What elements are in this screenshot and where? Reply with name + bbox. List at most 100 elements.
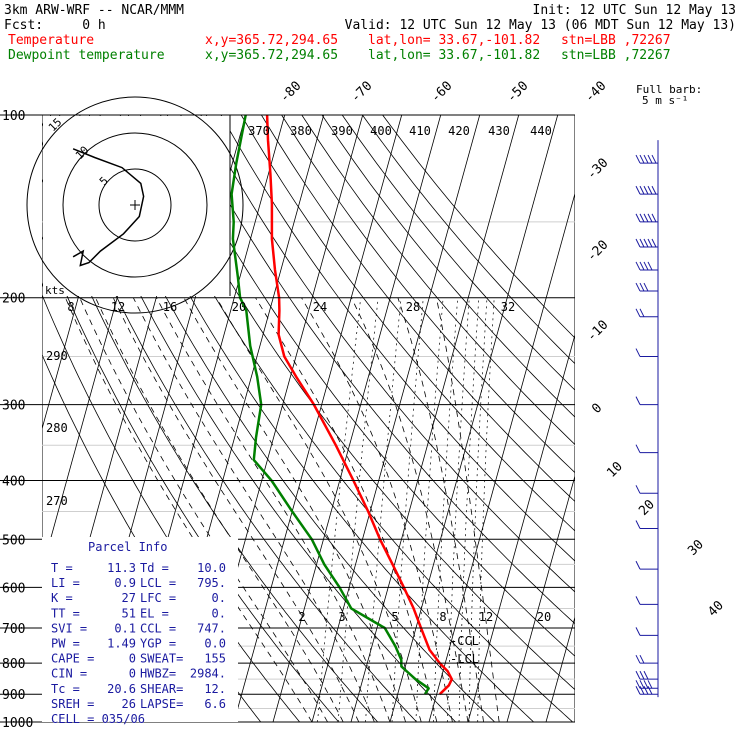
barb-flag — [651, 238, 657, 248]
barb-flag — [643, 261, 649, 271]
mixing-ratio-label: 12 — [479, 610, 493, 624]
temperature-legend: Temperature — [8, 33, 94, 48]
pressure-label-500: 500 — [2, 533, 25, 548]
parcel-info-cell: 0.9 — [114, 576, 136, 590]
parcel-info-cell: 0 — [129, 667, 136, 681]
isotherm-label: 20 — [636, 497, 658, 519]
isotherm-label: -30 — [584, 156, 611, 183]
wind-barb — [635, 670, 658, 680]
parcel-info-cell: PW = — [51, 637, 80, 651]
barb-flag — [647, 261, 653, 271]
hodograph-box — [43, 116, 230, 296]
theta-label: 430 — [488, 124, 510, 138]
dry-adiabat — [160, 115, 575, 657]
mixing-ratio-line — [337, 297, 379, 722]
hodograph-ring — [26, 96, 244, 314]
barb-flag — [643, 238, 649, 248]
barb-flag — [639, 308, 645, 318]
dry-adiabat — [281, 115, 575, 474]
barb-flag — [647, 686, 653, 695]
wind-barb — [635, 213, 658, 223]
theta-label: 440 — [530, 124, 552, 138]
barb-flag — [647, 213, 653, 223]
dry-adiabat — [240, 115, 575, 532]
dewpoint-profile — [230, 115, 430, 695]
parcel-info-cell: 20.6 — [107, 682, 136, 696]
pressure-label-100: 100 — [2, 109, 25, 124]
theta-side-label: 290 — [46, 349, 68, 363]
mixing-ratio-label: 20 — [537, 610, 551, 624]
wind-barb — [635, 396, 658, 406]
barb-flag — [635, 154, 641, 164]
barb-flag — [639, 213, 645, 223]
moist-adiabat — [216, 297, 422, 722]
barb-flag — [639, 686, 645, 695]
isotherm-label: -70 — [348, 79, 375, 106]
dry-adiabat — [341, 115, 575, 391]
wind-barb — [635, 185, 658, 195]
mixing-ratio-line — [415, 297, 444, 722]
theta-label: 370 — [248, 124, 270, 138]
dewpoint-legend: Dewpoint temperature — [8, 48, 165, 63]
barb-flag — [639, 282, 645, 292]
hodograph-units: kts — [45, 284, 65, 297]
parcel-info-cell: 26 — [122, 697, 136, 711]
barb-flag — [635, 213, 641, 223]
barb-flag — [651, 154, 657, 164]
model-title: 3km ARW-WRF -- NCAR/MMM — [4, 3, 184, 18]
barb-flag — [647, 154, 653, 164]
wind-barb — [635, 654, 658, 664]
isotherm — [428, 192, 575, 722]
barb-flag — [635, 238, 641, 248]
temperature-profile — [265, 115, 454, 696]
isotherm-label: 40 — [705, 598, 727, 620]
barb-flag — [639, 261, 645, 271]
barb-flag — [635, 686, 641, 695]
barb-flag — [635, 282, 641, 292]
mixing-ratio-label: 24 — [313, 300, 327, 314]
barb-flag — [651, 185, 657, 195]
pressure-label-200: 200 — [2, 292, 25, 307]
parcel-info-cell: 12. — [204, 682, 226, 696]
dry-adiabat — [99, 115, 534, 722]
isotherm-label: -80 — [277, 79, 304, 106]
mixing-ratio-label: 8 — [67, 300, 74, 314]
isotherm-label: -10 — [584, 318, 611, 345]
pressure-label-800: 800 — [2, 657, 25, 672]
parcel-info-cell: 1.49 — [107, 637, 136, 651]
parcel-info-cell: 27 — [122, 591, 136, 605]
barb-flag — [643, 282, 649, 292]
dry-adiabat — [220, 115, 575, 562]
theta-label: 380 — [290, 124, 312, 138]
dry-adiabat — [362, 115, 575, 365]
barb-flag — [635, 185, 641, 195]
mixing-ratio-line — [433, 297, 459, 722]
wind-barbs — [635, 140, 659, 698]
mixing-ratio-label: 2 — [298, 610, 305, 624]
moist-adiabat — [65, 297, 313, 722]
parcel-info-cell: 0. — [212, 606, 226, 620]
dry-adiabat — [261, 115, 575, 503]
wind-barb — [635, 444, 658, 454]
parcel-info-cell: 795. — [197, 576, 226, 590]
barb-flag — [635, 444, 641, 453]
dry-adiabat — [180, 115, 575, 625]
barb-flag — [639, 654, 645, 664]
mixing-ratio-line — [458, 297, 480, 722]
mixing-ratio-line — [477, 297, 495, 722]
moist-adiabat — [255, 297, 438, 722]
dewpoint-latlon: lat,lon= 33.67,-101.82 — [368, 48, 540, 63]
wind-barb — [635, 348, 658, 358]
isotherm-label: -20 — [584, 238, 611, 265]
parcel-info-cell: LAPSE= — [140, 697, 183, 711]
parcel-info-cell: EL = — [140, 606, 169, 620]
wind-barb — [635, 282, 658, 292]
dewpoint-station: stn=LBB ,72267 — [561, 48, 671, 63]
theta-side-label: 270 — [46, 494, 68, 508]
pressure-label-300: 300 — [2, 399, 25, 414]
mixing-ratio-label: 32 — [501, 300, 515, 314]
mixing-ratio-line — [468, 297, 488, 722]
parcel-info-cell: 6.6 — [204, 697, 226, 711]
parcel-info-cell: 155 — [204, 652, 226, 666]
